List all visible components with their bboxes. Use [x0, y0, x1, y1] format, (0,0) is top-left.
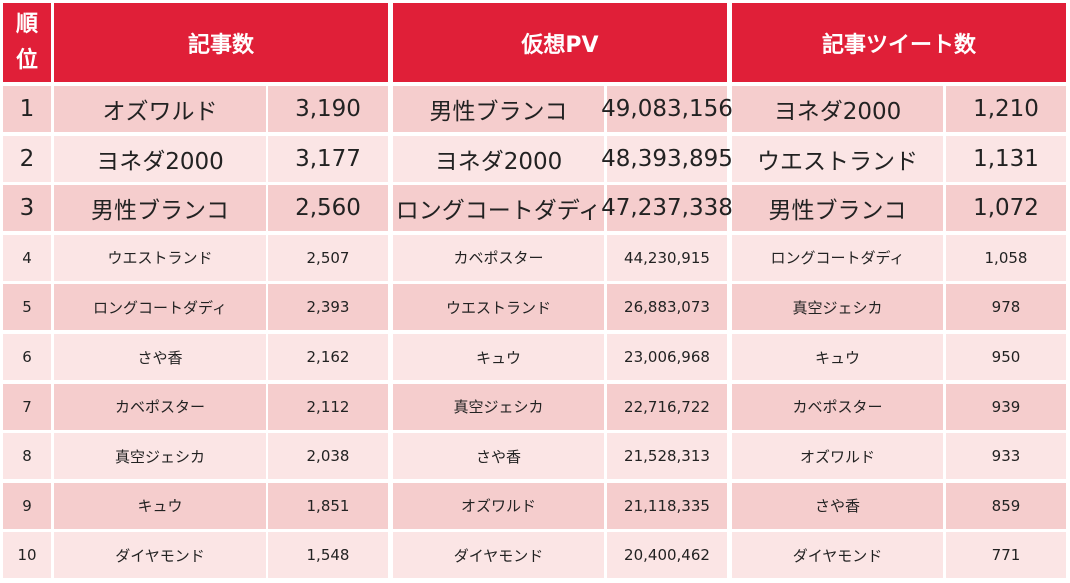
name: ロングコートダディ: [393, 185, 604, 232]
name: 真空ジェシカ: [732, 284, 943, 331]
name: キュウ: [732, 334, 943, 380]
name: オズワルド: [54, 86, 266, 132]
rank: 7: [3, 383, 51, 430]
count: 44,230,915: [607, 234, 727, 281]
group-header: 記事数: [54, 3, 388, 82]
count: 21,528,313: [607, 433, 727, 480]
count: 3,177: [268, 135, 388, 182]
count: 2,162: [268, 334, 388, 380]
count: 49,083,156: [601, 86, 733, 132]
rank: 6: [3, 334, 51, 380]
name: 真空ジェシカ: [393, 383, 604, 430]
count: 2,393: [268, 284, 388, 331]
rank: 1: [3, 86, 51, 132]
name: オズワルド: [732, 433, 943, 480]
count: 1,548: [268, 532, 388, 579]
name: キュウ: [393, 334, 604, 380]
count: 2,560: [268, 185, 388, 232]
count: 859: [946, 482, 1066, 529]
name: ウエストランド: [732, 135, 943, 182]
rank: 3: [3, 185, 51, 232]
count: 2,112: [268, 383, 388, 430]
name: ダイヤモンド: [732, 532, 943, 579]
count: 978: [946, 284, 1066, 331]
name: さや香: [54, 334, 266, 380]
rank: 5: [3, 284, 51, 331]
name: 男性ブランコ: [732, 185, 943, 232]
count: 21,118,335: [607, 482, 727, 529]
name: 真空ジェシカ: [54, 433, 266, 480]
count: 939: [946, 383, 1066, 430]
rank: 9: [3, 482, 51, 529]
name: ヨネダ2000: [393, 135, 604, 182]
name: カベポスター: [54, 383, 266, 430]
count: 3,190: [268, 86, 388, 132]
count: 1,210: [946, 86, 1066, 132]
name: カベポスター: [732, 383, 943, 430]
name: 男性ブランコ: [393, 86, 604, 132]
count: 23,006,968: [607, 334, 727, 380]
rank: 2: [3, 135, 51, 182]
name: さや香: [393, 433, 604, 480]
name: ウエストランド: [393, 284, 604, 331]
name: ダイヤモンド: [393, 532, 604, 579]
group-header: 仮想PV: [393, 3, 727, 82]
name: ロングコートダディ: [732, 234, 943, 281]
name: ウエストランド: [54, 234, 266, 281]
count: 22,716,722: [607, 383, 727, 430]
count: 47,237,338: [601, 185, 733, 232]
name: オズワルド: [393, 482, 604, 529]
group-header: 記事ツイート数: [732, 3, 1066, 82]
count: 950: [946, 334, 1066, 380]
rank: 4: [3, 234, 51, 281]
name: ダイヤモンド: [54, 532, 266, 579]
name: カベポスター: [393, 234, 604, 281]
count: 1,851: [268, 482, 388, 529]
name: ロングコートダディ: [54, 284, 266, 331]
count: 26,883,073: [607, 284, 727, 331]
name: さや香: [732, 482, 943, 529]
name: ヨネダ2000: [54, 135, 266, 182]
name: 男性ブランコ: [54, 185, 266, 232]
count: 2,038: [268, 433, 388, 480]
count: 20,400,462: [607, 532, 727, 579]
count: 48,393,895: [601, 135, 733, 182]
count: 2,507: [268, 234, 388, 281]
name: ヨネダ2000: [732, 86, 943, 132]
name: キュウ: [54, 482, 266, 529]
rank: 10: [3, 532, 51, 579]
rank: 8: [3, 433, 51, 480]
count: 1,058: [946, 234, 1066, 281]
count: 1,072: [946, 185, 1066, 232]
count: 1,131: [946, 135, 1066, 182]
rank-header: 順位: [3, 3, 51, 82]
count: 771: [946, 532, 1066, 579]
count: 933: [946, 433, 1066, 480]
